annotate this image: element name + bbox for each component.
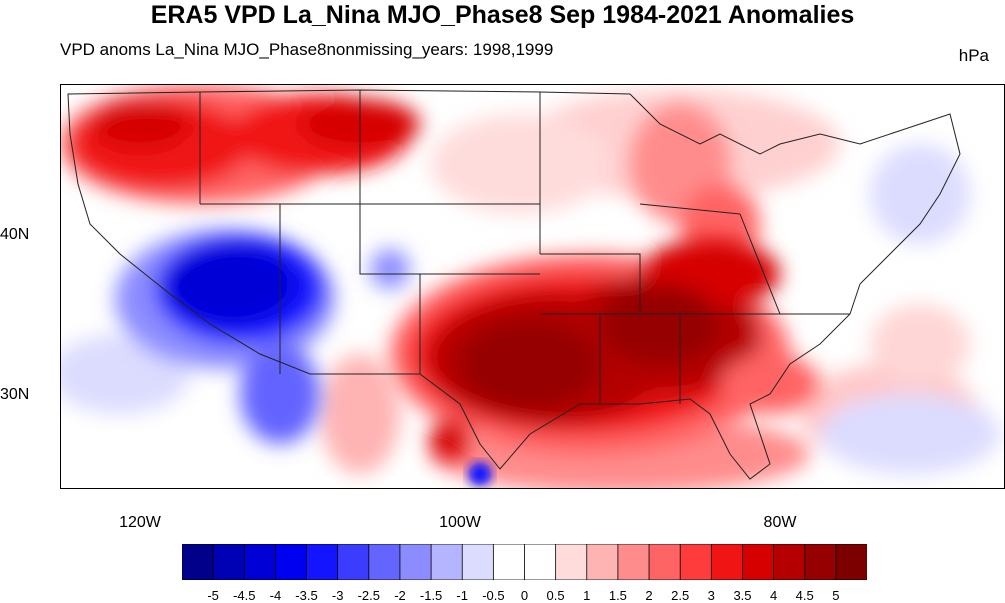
colorbar-box [742,544,775,580]
colorbar-label: 2.5 [671,588,690,603]
lat-label-30n: 30N [0,386,30,403]
colorbar-label: 0.5 [546,588,565,603]
colorbar-box [835,544,867,580]
colorbar [182,544,867,580]
colorbar-label: -1.5 [419,588,443,603]
lon-label-120w: 120W [119,514,161,531]
chart-subtitle: VPD anoms La_Nina MJO_Phase8nonmissing_y… [60,40,554,59]
units-label: hPa [958,46,989,65]
colorbar-box [306,544,339,580]
colorbar-box [461,544,495,580]
colorbar-box [212,544,245,580]
lon-label-100w: 100W [439,514,481,531]
colorbar-label: 1 [583,588,591,603]
colorbar-label: -3.5 [295,588,318,603]
colorbar-label: -4 [269,588,282,603]
colorbar-box [648,544,681,580]
colorbar-box [275,544,308,580]
colorbar-box [555,544,588,580]
colorbar-box [399,544,432,580]
colorbar-box [617,544,650,580]
anomaly-map [60,84,1005,489]
colorbar-label: 4 [769,588,778,603]
colorbar-box [804,544,837,580]
colorbar-label: 2 [645,588,653,603]
colorbar-box [524,544,557,580]
colorbar-box [586,544,619,580]
colorbar-box [182,544,214,580]
us-outline [67,89,961,480]
colorbar-label: 1.5 [608,588,627,603]
colorbar-label: 5 [832,588,840,603]
chart-title: ERA5 VPD La_Nina MJO_Phase8 Sep 1984-202… [150,1,855,29]
colorbar-label: -4.5 [233,588,256,603]
colorbar-label: -2 [394,588,406,603]
colorbar-label: 3.5 [733,588,752,603]
colorbar-label: -0.5 [482,588,505,603]
colorbar-box [430,544,463,580]
colorbar-box [710,544,744,580]
colorbar-label: 3 [707,588,715,603]
colorbar-box [337,544,370,580]
colorbar-label: -5 [207,588,219,603]
colorbar-box [773,544,806,580]
colorbar-label: 4.5 [795,588,814,603]
lon-label-80w: 80W [763,514,797,531]
colorbar-label: 0 [520,588,529,603]
colorbar-label: -2.5 [357,588,380,603]
colorbar-box [679,544,713,580]
colorbar-box [492,544,526,580]
colorbar-label: -3 [331,588,344,603]
lat-label-40n: 40N [0,226,30,243]
colorbar-box [243,544,277,580]
colorbar-box [368,544,401,580]
colorbar-label: -1 [456,588,468,603]
